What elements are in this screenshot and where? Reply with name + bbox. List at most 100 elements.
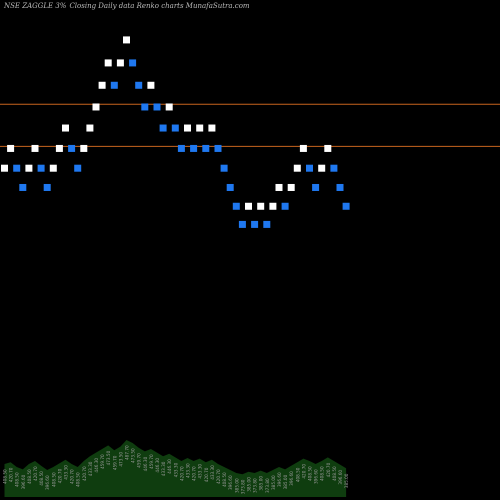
price-label: 420.70 bbox=[33, 466, 38, 481]
price-label: 385.00 bbox=[271, 475, 276, 490]
renko-brick bbox=[159, 124, 167, 132]
renko-brick bbox=[324, 144, 332, 152]
renko-brick bbox=[37, 164, 45, 172]
volume-fill bbox=[4, 440, 347, 497]
renko-brick bbox=[13, 164, 21, 172]
price-label: 433.30 bbox=[186, 463, 191, 478]
renko-brick bbox=[299, 144, 307, 152]
caption-label: Closing Daily data Renko charts MunafaSu… bbox=[69, 2, 250, 10]
renko-brick bbox=[281, 202, 289, 210]
price-label: 433.30 bbox=[88, 461, 93, 476]
price-label: 385.00 bbox=[344, 473, 349, 488]
renko-brick bbox=[62, 124, 69, 132]
renko-brick bbox=[214, 144, 222, 152]
price-label: 385.00 bbox=[259, 476, 264, 491]
renko-brick bbox=[110, 81, 118, 89]
price-label: 433.30 bbox=[64, 465, 69, 480]
price-label: 433.30 bbox=[161, 461, 166, 476]
price-label: 373.80 bbox=[265, 478, 270, 493]
renko-brick bbox=[19, 183, 27, 191]
renko-brick bbox=[232, 202, 240, 210]
renko-brick bbox=[306, 164, 313, 172]
renko-brick bbox=[208, 124, 216, 132]
renko-brick bbox=[318, 164, 326, 172]
price-label: 473.50 bbox=[131, 448, 136, 463]
price-label: 373.80 bbox=[240, 479, 245, 494]
renko-bricks bbox=[1, 36, 350, 228]
price-labels: 408.50 420.70 408.50 396.60 408.50 420.70 408.… bbox=[3, 445, 350, 494]
renko-brick bbox=[287, 183, 295, 191]
renko-brick bbox=[190, 144, 198, 152]
price-label: 408.50 bbox=[320, 466, 325, 481]
renko-brick bbox=[165, 103, 173, 111]
renko-brick bbox=[1, 164, 8, 172]
price-label: 396.60 bbox=[45, 475, 50, 490]
renko-brick bbox=[269, 202, 277, 210]
price-label: 420.70 bbox=[70, 469, 75, 484]
renko-brick bbox=[55, 144, 63, 152]
renko-brick bbox=[245, 202, 252, 210]
price-label: 420.70 bbox=[326, 462, 331, 477]
price-label: 433.30 bbox=[198, 464, 203, 479]
price-label: 473.50 bbox=[118, 452, 123, 467]
price-label: 420.70 bbox=[57, 468, 62, 483]
renko-brick bbox=[135, 81, 143, 89]
price-label: 459.70 bbox=[112, 455, 117, 470]
renko-brick bbox=[49, 164, 57, 172]
renko-brick bbox=[98, 81, 106, 89]
price-label: 459.70 bbox=[137, 453, 142, 468]
renko-brick bbox=[220, 164, 228, 172]
price-label: 446.30 bbox=[155, 458, 160, 473]
renko-brick bbox=[116, 59, 124, 67]
chart-title: NSE ZAGGLE 3% Closing Daily data Renko ch… bbox=[4, 2, 253, 10]
renko-brick bbox=[92, 103, 100, 111]
renko-brick bbox=[129, 59, 137, 67]
price-label: 408.50 bbox=[15, 472, 20, 487]
price-label: 408.50 bbox=[308, 466, 313, 481]
renko-brick bbox=[80, 144, 88, 152]
renko-brick bbox=[7, 144, 15, 152]
symbol-label: NSE ZAGGLE 3% bbox=[4, 2, 67, 10]
renko-brick bbox=[275, 183, 283, 191]
renko-brick bbox=[312, 183, 320, 191]
volume-area bbox=[4, 440, 347, 497]
price-label: 408.50 bbox=[332, 466, 337, 481]
price-label: 408.50 bbox=[27, 469, 32, 484]
price-label: 459.70 bbox=[149, 454, 154, 469]
renko-brick bbox=[74, 164, 82, 172]
renko-brick bbox=[171, 124, 179, 132]
price-label: 396.60 bbox=[21, 474, 26, 489]
price-label: 459.70 bbox=[100, 454, 105, 469]
renko-brick bbox=[342, 202, 350, 210]
price-label: 433.30 bbox=[173, 462, 178, 477]
renko-brick bbox=[177, 144, 185, 152]
renko-brick bbox=[226, 183, 234, 191]
renko-brick bbox=[336, 183, 344, 191]
renko-brick bbox=[153, 103, 161, 111]
renko-brick bbox=[123, 36, 130, 44]
renko-brick bbox=[251, 220, 259, 228]
price-label: 408.50 bbox=[3, 469, 8, 484]
price-label: 420.70 bbox=[82, 466, 87, 481]
price-label: 420.70 bbox=[216, 469, 221, 484]
price-label: 446.30 bbox=[167, 459, 172, 474]
price-label: 396.60 bbox=[314, 469, 319, 484]
renko-brick bbox=[68, 144, 76, 152]
renko-brick bbox=[43, 183, 51, 191]
price-label: 408.50 bbox=[76, 472, 81, 487]
price-label: 396.60 bbox=[338, 470, 343, 485]
renko-brick bbox=[330, 164, 338, 172]
renko-brick bbox=[184, 124, 191, 132]
renko-brick bbox=[141, 103, 149, 111]
renko-brick bbox=[25, 164, 33, 172]
price-label: 473.50 bbox=[106, 450, 111, 465]
price-label: 396.60 bbox=[289, 471, 294, 486]
renko-brick bbox=[263, 220, 271, 228]
price-label: 373.80 bbox=[253, 478, 258, 493]
price-label: 385.00 bbox=[234, 478, 239, 493]
price-label: 396.60 bbox=[277, 472, 282, 487]
renko-brick bbox=[238, 220, 246, 228]
price-label: 420.70 bbox=[301, 464, 306, 479]
